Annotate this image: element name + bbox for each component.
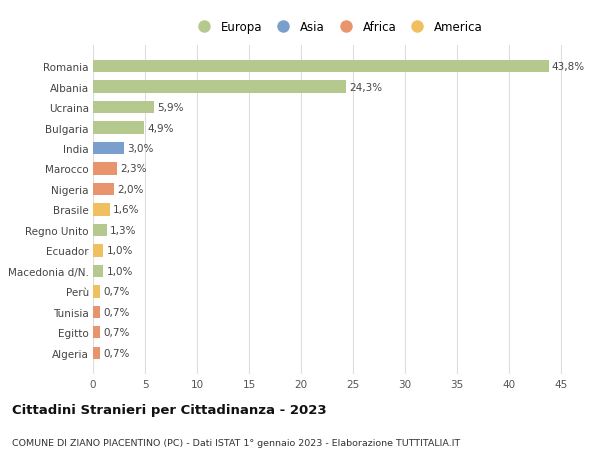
Text: 43,8%: 43,8% <box>552 62 585 72</box>
Text: 0,7%: 0,7% <box>103 287 130 297</box>
Bar <box>93 245 103 257</box>
Bar <box>93 265 103 277</box>
Text: 1,3%: 1,3% <box>110 225 136 235</box>
Bar <box>93 122 144 134</box>
Text: 2,3%: 2,3% <box>120 164 146 174</box>
Text: 1,0%: 1,0% <box>107 246 133 256</box>
Text: 0,7%: 0,7% <box>103 307 130 317</box>
Text: 3,0%: 3,0% <box>127 144 154 154</box>
Text: Cittadini Stranieri per Cittadinanza - 2023: Cittadini Stranieri per Cittadinanza - 2… <box>12 403 326 416</box>
Bar <box>93 163 117 175</box>
Bar <box>93 81 346 94</box>
Text: 5,9%: 5,9% <box>158 103 184 113</box>
Bar <box>93 224 107 236</box>
Bar <box>93 143 124 155</box>
Text: 1,0%: 1,0% <box>107 266 133 276</box>
Text: COMUNE DI ZIANO PIACENTINO (PC) - Dati ISTAT 1° gennaio 2023 - Elaborazione TUTT: COMUNE DI ZIANO PIACENTINO (PC) - Dati I… <box>12 438 460 447</box>
Text: 2,0%: 2,0% <box>117 185 143 195</box>
Text: 0,7%: 0,7% <box>103 328 130 337</box>
Bar <box>93 184 114 196</box>
Bar <box>93 285 100 298</box>
Legend: Europa, Asia, Africa, America: Europa, Asia, Africa, America <box>190 19 485 37</box>
Bar <box>93 204 110 216</box>
Text: 4,9%: 4,9% <box>147 123 173 133</box>
Bar <box>93 306 100 318</box>
Bar <box>93 61 549 73</box>
Bar <box>93 347 100 359</box>
Bar <box>93 326 100 339</box>
Text: 1,6%: 1,6% <box>113 205 139 215</box>
Bar <box>93 102 154 114</box>
Text: 0,7%: 0,7% <box>103 348 130 358</box>
Text: 24,3%: 24,3% <box>349 83 382 92</box>
